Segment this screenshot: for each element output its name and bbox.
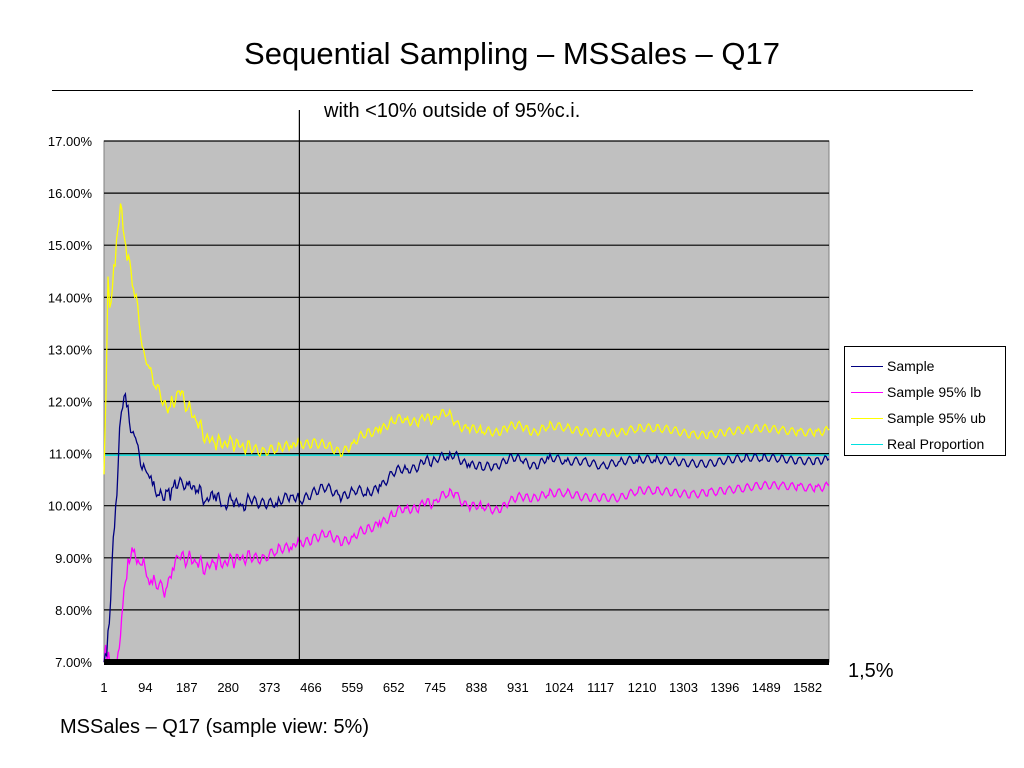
y-tick-label: 8.00% (55, 603, 92, 618)
chart-legend: Sample Sample 95% lb Sample 95% ub Real Pro… (844, 346, 1006, 456)
x-tick-label: 1117 (587, 680, 614, 695)
x-tick-label: 466 (300, 680, 322, 695)
legend-item-real-proportion: Real Proportion (851, 431, 999, 457)
x-tick-label: 280 (217, 680, 239, 695)
x-tick-label: 1210 (628, 680, 657, 695)
x-tick-label: 1396 (710, 680, 739, 695)
x-tick-label: 931 (507, 680, 529, 695)
y-tick-label: 10.00% (48, 499, 93, 514)
legend-label: Sample 95% lb (887, 384, 982, 400)
x-tick-label: 745 (424, 680, 446, 695)
legend-item-sample: Sample (851, 353, 999, 379)
x-tick-label: 1489 (752, 680, 781, 695)
grid-lines (104, 140, 829, 611)
legend-swatch (851, 417, 883, 419)
chart-annotation: with <10% outside of 95%c.i. (324, 100, 581, 122)
y-tick-label: 14.00% (48, 290, 93, 305)
y-tick-label: 16.00% (48, 186, 93, 201)
legend-item-sample-95pct-lb: Sample 95% lb (851, 379, 999, 405)
y-tick-label: 12.00% (48, 395, 93, 410)
slide-caption: MSSales – Q17 (sample view: 5%) (60, 716, 370, 738)
series-line-sample-95pct-lb (103, 480, 830, 663)
series-line-sample-95pct-ub (103, 203, 830, 475)
legend-label: Sample 95% ub (887, 410, 986, 426)
x-tick-label: 1024 (545, 680, 574, 695)
y-tick-label: 9.00% (55, 551, 92, 566)
x-tick-label: 652 (383, 680, 405, 695)
y-tick-label: 13.00% (48, 342, 93, 357)
x-tick-label: 1303 (669, 680, 698, 695)
series-lines (103, 203, 830, 663)
slide-title: Sequential Sampling – MSSales – Q17 (244, 36, 780, 71)
legend-swatch (851, 443, 883, 445)
x-tick-label: 1 (100, 680, 107, 695)
x-tick-label: 559 (341, 680, 363, 695)
x-tick-label: 94 (138, 680, 152, 695)
series-line-sample (103, 391, 830, 663)
legend-label: Sample (887, 358, 935, 374)
legend-swatch (851, 365, 883, 367)
legend-swatch (851, 391, 883, 393)
y-tick-label: 7.00% (55, 655, 92, 670)
x-tick-label: 187 (176, 680, 198, 695)
x-tick-label: 1582 (793, 680, 822, 695)
right-annotation: 1,5% (848, 660, 894, 682)
legend-label: Real Proportion (887, 436, 985, 452)
y-tick-label: 11.00% (49, 447, 93, 462)
x-tick-label: 373 (259, 680, 281, 695)
legend-item-sample-95pct-ub: Sample 95% ub (851, 405, 999, 431)
x-tick-label: 838 (466, 680, 488, 695)
y-tick-label: 15.00% (48, 238, 93, 253)
x-axis-ticks: 1 94 187 280 373 466 559 652 745 838 931 1024 1117 12… (100, 680, 822, 695)
title-divider (52, 90, 973, 91)
y-tick-label: 17.00% (48, 134, 93, 149)
y-axis-ticks: 7.00% 8.00% 9.00% 10.00% 11.00% 12.00% 13.00% 1… (48, 134, 93, 670)
